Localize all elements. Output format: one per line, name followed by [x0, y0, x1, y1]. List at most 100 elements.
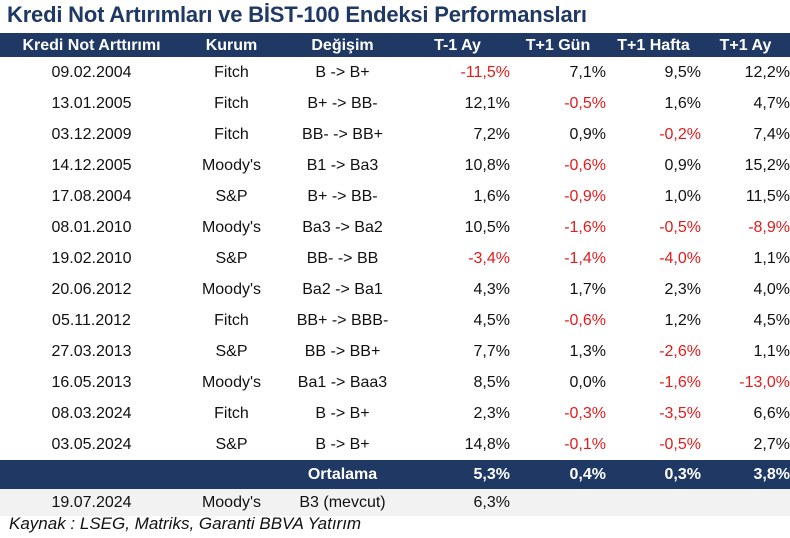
cell-t-plus-1w: -0,5%	[659, 218, 701, 236]
cell-t-plus-1m: 12,2%	[744, 63, 790, 81]
current-change: B3 (mevcut)	[299, 493, 386, 511]
cell-date: 08.01.2010	[51, 218, 132, 236]
cell-t-plus-1w: 2,3%	[664, 280, 701, 298]
cell-t-minus-1m: 4,3%	[473, 280, 510, 298]
cell-t-plus-1d: -0,1%	[564, 435, 606, 453]
current-date: 19.07.2024	[51, 493, 132, 511]
current-rating-row: 19.07.2024 Moody's B3 (mevcut) 6,3%	[0, 489, 790, 516]
cell-date: 03.05.2024	[51, 435, 132, 453]
cell-t-plus-1w: 9,5%	[664, 63, 701, 81]
cell-t-plus-1m: 1,1%	[753, 342, 790, 360]
cell-date: 08.03.2024	[51, 404, 132, 422]
cell-change: Ba3 -> Ba2	[302, 218, 383, 236]
cell-t-plus-1w: 0,9%	[664, 156, 701, 174]
cell-t-plus-1m: 4,0%	[753, 280, 790, 298]
header-t-minus-1m: T-1 Ay	[434, 36, 481, 54]
cell-t-plus-1m: 15,2%	[744, 156, 790, 174]
cell-date: 17.08.2004	[51, 187, 132, 205]
cell-agency: Fitch	[214, 63, 249, 81]
average-t-plus-1w: 0,3%	[664, 465, 701, 483]
average-t-plus-1m: 3,8%	[753, 465, 790, 483]
cell-agency: Moody's	[201, 156, 262, 174]
average-row: Ortalama 5,3% 0,4% 0,3% 3,8%	[0, 460, 790, 489]
cell-agency: Moody's	[201, 373, 262, 391]
cell-t-plus-1m: 4,5%	[753, 311, 790, 329]
table-row: 09.02.2004 Fitch B -> B+ -11,5% 7,1% 9,5% 12,2…	[0, 57, 790, 88]
cell-t-plus-1d: -0,9%	[564, 187, 606, 205]
cell-t-minus-1m: -3,4%	[468, 249, 510, 267]
cell-date: 14.12.2005	[51, 156, 132, 174]
cell-t-minus-1m: 4,5%	[473, 311, 510, 329]
header-agency: Kurum	[205, 36, 258, 54]
cell-change: B -> B+	[315, 404, 370, 422]
cell-t-plus-1m: 7,4%	[753, 125, 790, 143]
cell-t-plus-1w: 1,6%	[664, 94, 701, 112]
cell-t-minus-1m: 2,3%	[473, 404, 510, 422]
cell-date: 13.01.2005	[51, 94, 132, 112]
cell-change: B+ -> BB-	[307, 94, 378, 112]
cell-t-plus-1w: -0,5%	[659, 435, 701, 453]
header-t-plus-1m: T+1 Ay	[719, 36, 772, 54]
cell-agency: Fitch	[214, 404, 249, 422]
table-row: 13.01.2005 Fitch B+ -> BB- 12,1% -0,5% 1,6% 4,…	[0, 88, 790, 119]
cell-change: B -> B+	[315, 63, 370, 81]
ratings-table: Kredi Not Arttırımı Kurum Değişim T-1 Ay…	[0, 34, 790, 516]
cell-t-plus-1w: -2,6%	[659, 342, 701, 360]
cell-date: 20.06.2012	[51, 280, 132, 298]
cell-t-plus-1w: -4,0%	[659, 249, 701, 267]
cell-t-plus-1w: -3,5%	[659, 404, 701, 422]
cell-t-plus-1m: 1,1%	[753, 249, 790, 267]
header-rule	[0, 33, 790, 34]
cell-t-plus-1w: 1,2%	[664, 311, 701, 329]
average-blank	[0, 460, 183, 489]
cell-change: BB- -> BB+	[302, 125, 383, 143]
cell-change: BB -> BB+	[304, 342, 381, 360]
cell-t-minus-1m: 14,8%	[464, 435, 510, 453]
header-t-plus-1d: T+1 Gün	[525, 36, 591, 54]
cell-agency: S&P	[215, 249, 248, 267]
cell-t-plus-1w: -1,6%	[659, 373, 701, 391]
cell-t-plus-1m: 11,5%	[745, 187, 790, 205]
table-row: 05.11.2012 Fitch BB+ -> BBB- 4,5% -0,6% 1,2% 4…	[0, 305, 790, 336]
table-row: 20.06.2012 Moody's Ba2 -> Ba1 4,3% 1,7% 2,3% 4…	[0, 274, 790, 305]
cell-t-plus-1w: 1,0%	[664, 187, 701, 205]
cell-t-plus-1d: 1,3%	[569, 342, 606, 360]
current-empty	[606, 489, 701, 516]
cell-change: Ba1 -> Baa3	[297, 373, 388, 391]
cell-date: 16.05.2013	[51, 373, 132, 391]
page-title: Kredi Not Artırımları ve BİST-100 Endeks…	[7, 2, 587, 27]
cell-t-plus-1m: -13,0%	[739, 373, 790, 391]
cell-t-plus-1m: 6,6%	[753, 404, 790, 422]
table-row: 16.05.2013 Moody's Ba1 -> Baa3 8,5% 0,0% -1,6…	[0, 367, 790, 398]
cell-t-plus-1d: -1,4%	[564, 249, 606, 267]
cell-t-plus-1m: 4,7%	[753, 94, 790, 112]
table-header-row: Kredi Not Arttırımı Kurum Değişim T-1 Ay…	[0, 34, 790, 57]
cell-agency: Moody's	[201, 218, 262, 236]
cell-agency: S&P	[215, 435, 248, 453]
cell-t-plus-1d: -0,5%	[564, 94, 606, 112]
cell-date: 19.02.2010	[51, 249, 132, 267]
cell-t-minus-1m: 7,7%	[473, 342, 510, 360]
cell-t-plus-1d: 7,1%	[569, 63, 606, 81]
cell-agency: S&P	[215, 342, 248, 360]
cell-agency: Fitch	[214, 125, 249, 143]
table-row: 17.08.2004 S&P B+ -> BB- 1,6% -0,9% 1,0% 11,5%	[0, 181, 790, 212]
cell-change: B1 -> Ba3	[306, 156, 379, 174]
cell-date: 27.03.2013	[51, 342, 132, 360]
source-note: Kaynak : LSEG, Matriks, Garanti BBVA Yat…	[9, 514, 362, 533]
cell-date: 09.02.2004	[51, 63, 132, 81]
current-empty	[701, 489, 790, 516]
cell-date: 05.11.2012	[52, 311, 131, 329]
cell-t-plus-1d: -0,6%	[564, 156, 606, 174]
current-agency: Moody's	[201, 493, 262, 511]
cell-t-plus-1d: -0,6%	[564, 311, 606, 329]
cell-change: Ba2 -> Ba1	[302, 280, 383, 298]
cell-t-plus-1d: -1,6%	[564, 218, 606, 236]
table-row: 19.02.2010 S&P BB- -> BB -3,4% -1,4% -4,0% 1,1…	[0, 243, 790, 274]
cell-t-plus-1d: 1,7%	[569, 280, 606, 298]
cell-t-minus-1m: 10,8%	[464, 156, 510, 174]
table-row: 08.03.2024 Fitch B -> B+ 2,3% -0,3% -3,5% 6,6%	[0, 398, 790, 429]
cell-agency: S&P	[215, 187, 248, 205]
cell-change: B+ -> BB-	[307, 187, 378, 205]
table-row: 08.01.2010 Moody's Ba3 -> Ba2 10,5% -1,6% -0,…	[0, 212, 790, 243]
